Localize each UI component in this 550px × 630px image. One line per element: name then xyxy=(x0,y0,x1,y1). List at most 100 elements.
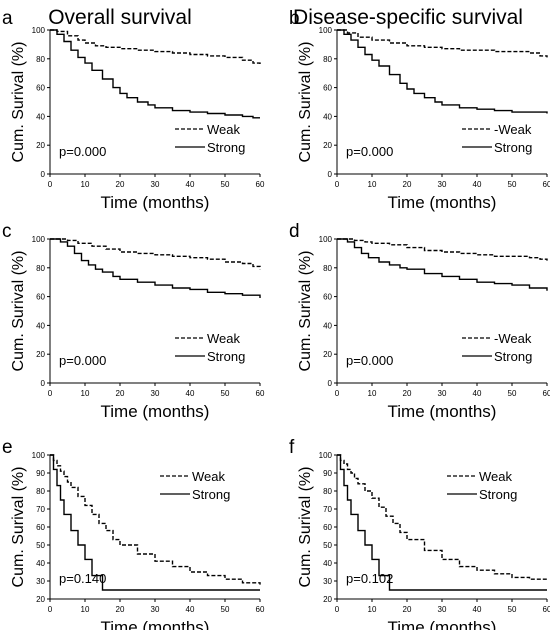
panel-c-y-tick-label: 40 xyxy=(36,321,45,330)
panel-a-y-tick-label: 40 xyxy=(36,112,45,121)
panel-e-legend-label: Weak xyxy=(192,469,225,484)
panel-c-x-tick-label: 60 xyxy=(256,389,265,398)
panel-b-series-weak xyxy=(337,29,548,58)
panel-e-y-tick-label: 80 xyxy=(36,487,45,496)
panel-c-series-weak xyxy=(50,238,261,270)
panel-d-y-axis-label: Cum. Surival (%) xyxy=(297,251,314,372)
panel-b-y-tick-label: 100 xyxy=(319,26,333,35)
panel-e-x-tick-label: 40 xyxy=(186,605,195,614)
panel-d-legend-label: Strong xyxy=(494,349,532,364)
panel-d-y-tick-label: 80 xyxy=(323,264,332,273)
panel-a-y-tick-label: 60 xyxy=(36,84,45,93)
panel-d-x-tick-label: 10 xyxy=(368,389,377,398)
panel-d-x-tick-label: 60 xyxy=(543,389,550,398)
panel-d-x-tick-label: 20 xyxy=(403,389,412,398)
panel-f-legend-label: Strong xyxy=(479,487,517,502)
panel-c-x-tick-label: 50 xyxy=(221,389,230,398)
panel-b-y-tick-label: 60 xyxy=(323,84,332,93)
panel-c-p-value: p=0.000 xyxy=(59,353,106,368)
panel-c-x-tick-label: 20 xyxy=(116,389,125,398)
panel-b-y-tick-label: 0 xyxy=(328,170,333,179)
panel-f-y-tick-label: 80 xyxy=(323,487,332,496)
panel-e-y-tick-label: 30 xyxy=(36,577,45,586)
panel-c-x-tick-label: 30 xyxy=(151,389,160,398)
panel-f-x-axis-label: Time (months) xyxy=(388,618,497,630)
panel-d-letter: d xyxy=(289,221,300,242)
panel-f-x-tick-label: 50 xyxy=(508,605,517,614)
panel-b-x-tick-label: 60 xyxy=(543,180,550,189)
panel-a-y-tick-label: 0 xyxy=(41,170,46,179)
column-title-overall: Overall survival xyxy=(48,6,192,29)
panel-d-series-weak xyxy=(337,238,548,261)
panel-f-letter: f xyxy=(289,437,295,458)
panel-c-legend-label: Strong xyxy=(207,349,245,364)
panel-b-x-tick-label: 0 xyxy=(335,180,340,189)
panel-e-y-tick-label: 90 xyxy=(36,469,45,478)
panel-f-y-axis-label: Cum. Surival (%) xyxy=(297,467,314,588)
panel-b-legend-label: Strong xyxy=(494,140,532,155)
panel-f-y-tick-label: 100 xyxy=(319,451,333,460)
panel-c-y-tick-label: 0 xyxy=(41,379,46,388)
panel-a-series-weak xyxy=(50,29,261,66)
panel-a-x-tick-label: 40 xyxy=(186,180,195,189)
panel-a-legend-label: Strong xyxy=(207,140,245,155)
panel-d-series-strong xyxy=(337,238,548,291)
panel-a-p-value: p=0.000 xyxy=(59,144,106,159)
panel-c-y-tick-label: 80 xyxy=(36,264,45,273)
panel-f-x-tick-label: 30 xyxy=(438,605,447,614)
panel-a-x-tick-label: 0 xyxy=(48,180,53,189)
panel-d-y-tick-label: 0 xyxy=(328,379,333,388)
panel-f-series-weak xyxy=(337,454,548,581)
panel-b-y-tick-label: 80 xyxy=(323,55,332,64)
panel-f-x-tick-label: 20 xyxy=(403,605,412,614)
panel-d-x-tick-label: 40 xyxy=(473,389,482,398)
panel-f-series-strong xyxy=(337,454,547,591)
panel-c-legend-label: Weak xyxy=(207,331,240,346)
panel-a-y-axis-label: Cum. Surival (%) xyxy=(10,42,27,163)
panel-f-y-tick-label: 90 xyxy=(323,469,332,478)
panel-d-y-tick-label: 20 xyxy=(323,350,332,359)
panel-a-y-tick-label: 80 xyxy=(36,55,45,64)
panel-a-x-tick-label: 60 xyxy=(256,180,265,189)
panel-a-x-tick-label: 10 xyxy=(81,180,90,189)
panel-d-y-tick-label: 60 xyxy=(323,293,332,302)
panel-e-x-tick-label: 60 xyxy=(256,605,265,614)
panel-a-x-tick-label: 20 xyxy=(116,180,125,189)
panel-a-y-tick-label: 20 xyxy=(36,141,45,150)
panel-b-letter: b xyxy=(289,8,300,29)
panel-b-legend-label: -Weak xyxy=(494,122,532,137)
panel-b-x-tick-label: 40 xyxy=(473,180,482,189)
panel-d-p-value: p=0.000 xyxy=(346,353,393,368)
panel-f-y-tick-label: 50 xyxy=(323,541,332,550)
panel-d-y-tick-label: 100 xyxy=(319,235,333,244)
panel-e-y-tick-label: 40 xyxy=(36,559,45,568)
panel-b-x-tick-label: 20 xyxy=(403,180,412,189)
panel-c-y-tick-label: 20 xyxy=(36,350,45,359)
panel-e-x-axis-label: Time (months) xyxy=(101,618,210,630)
panel-a-series-strong xyxy=(50,29,260,119)
panel-e-y-tick-label: 20 xyxy=(36,595,45,604)
panel-f-x-tick-label: 0 xyxy=(335,605,340,614)
panel-e-series-strong xyxy=(50,454,260,591)
panel-c-x-axis-label: Time (months) xyxy=(101,402,210,421)
panel-c-letter: c xyxy=(2,221,12,242)
panel-c-series-strong xyxy=(50,238,261,298)
panel-b-x-tick-label: 30 xyxy=(438,180,447,189)
panel-d-x-axis-label: Time (months) xyxy=(388,402,497,421)
panel-f-y-tick-label: 30 xyxy=(323,577,332,586)
panel-b-y-tick-label: 40 xyxy=(323,112,332,121)
panel-e-y-tick-label: 100 xyxy=(32,451,46,460)
panel-c-x-tick-label: 10 xyxy=(81,389,90,398)
panel-d-x-tick-label: 50 xyxy=(508,389,517,398)
panel-e-x-tick-label: 0 xyxy=(48,605,53,614)
panel-f-legend-label: Weak xyxy=(479,469,512,484)
panel-c-x-tick-label: 40 xyxy=(186,389,195,398)
panel-e-x-tick-label: 10 xyxy=(81,605,90,614)
panel-e-y-axis-label: Cum. Surival (%) xyxy=(10,467,27,588)
panel-e-y-tick-label: 60 xyxy=(36,523,45,532)
panel-e-y-tick-label: 50 xyxy=(36,541,45,550)
panel-e-legend-label: Strong xyxy=(192,487,230,502)
panel-e-p-value: p=0.140 xyxy=(59,571,106,586)
panel-e-letter: e xyxy=(2,437,13,458)
